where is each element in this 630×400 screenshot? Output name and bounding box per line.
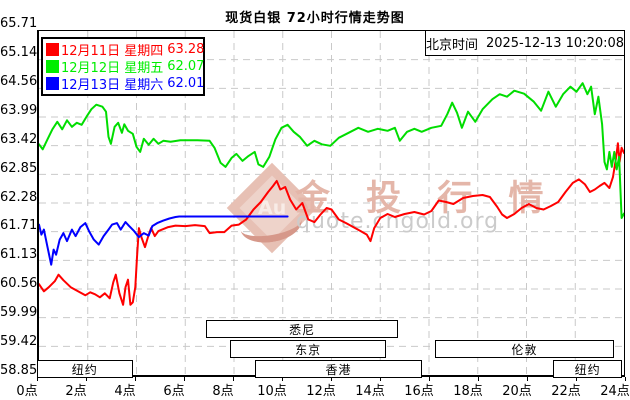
y-axis-label: 60.56 [0, 276, 38, 292]
legend-label: 12月11日 星期四 [61, 44, 164, 59]
legend-value: 63.28 [167, 42, 205, 57]
x-axis-label: 20点 [502, 384, 532, 399]
legend-swatch [46, 77, 59, 90]
y-axis-label: 62.85 [0, 160, 38, 176]
x-axis-label: 16点 [404, 384, 434, 399]
x-axis-label: 24点 [600, 384, 630, 399]
y-axis-label: 59.99 [0, 305, 38, 321]
cngold-logo-watermark: Au [224, 162, 320, 254]
legend-value: 62.01 [167, 76, 205, 91]
y-axis-label: 64.56 [0, 73, 38, 89]
x-axis-tick [527, 377, 528, 381]
beijing-time-box: 北京时间 2025-12-13 10:20:08 [425, 31, 624, 56]
y-axis-label: 63.42 [0, 131, 38, 147]
x-axis-tick [135, 377, 136, 381]
y-axis-label: 65.14 [0, 44, 38, 60]
price-lines [39, 82, 624, 306]
x-axis-label: 8点 [212, 384, 234, 399]
beijing-time-label: 北京时间 [425, 37, 478, 53]
x-axis-label: 2点 [65, 384, 87, 399]
x-axis-tick [86, 377, 87, 381]
x-axis-label: 22点 [551, 384, 581, 399]
legend-label: 12月12日 星期五 [61, 61, 164, 76]
chart-title: 现货白银 72小时行情走势图 [225, 11, 405, 26]
session-box-hongkong: 香港 [254, 360, 423, 378]
x-axis-tick [478, 377, 479, 381]
x-axis-label: 18点 [453, 384, 483, 399]
series-line-1 [39, 82, 624, 219]
x-axis-label: 6点 [163, 384, 185, 399]
x-axis-tick [331, 377, 332, 381]
y-axis-label: 63.99 [0, 102, 38, 118]
x-axis-tick [282, 377, 283, 381]
series-line-2 [39, 215, 289, 266]
y-axis-label: 61.71 [0, 218, 38, 234]
x-axis-tick [37, 377, 38, 381]
y-axis-label: 62.28 [0, 189, 38, 205]
au-logo-text: Au [258, 197, 287, 219]
legend-label: 12月13日 星期六 [61, 78, 164, 93]
legend-swatch [46, 43, 59, 56]
legend-row-1: 12月12日 星期五 62.07 [46, 58, 205, 76]
x-axis-label: 0点 [16, 384, 38, 399]
y-axis-label: 59.42 [0, 334, 38, 350]
legend-box: 12月11日 星期四 63.28 12月12日 星期五 62.07 12月13日 星期六… [41, 37, 205, 96]
plot-area: Au 金 投 行 情 quote.cngold.org [37, 30, 625, 377]
y-axis-label: 61.13 [0, 247, 38, 263]
session-box-london: 伦敦 [435, 340, 614, 358]
legend-row-2: 12月13日 星期六 62.01 [46, 75, 205, 93]
x-axis-tick [576, 377, 577, 381]
y-axis-label: 65.71 [0, 16, 38, 31]
watermark-url-text: quote.cngold.org [296, 209, 500, 234]
legend-swatch [46, 60, 59, 73]
x-axis-tick [380, 377, 381, 381]
x-axis-tick [429, 377, 430, 381]
session-box-newyork-right: 纽约 [553, 360, 622, 378]
legend-row-0: 12月11日 星期四 63.28 [46, 41, 205, 59]
x-axis-label: 10点 [257, 384, 287, 399]
series-line-0 [39, 142, 624, 306]
legend-value: 62.07 [167, 59, 205, 74]
x-axis-tick [625, 377, 626, 381]
session-box-newyork-left: 纽约 [37, 360, 133, 378]
x-axis-label: 14点 [355, 384, 385, 399]
x-axis-tick [233, 377, 234, 381]
beijing-time-value: 2025-12-13 10:20:08 [485, 35, 625, 51]
x-axis-tick [184, 377, 185, 381]
y-axis-label: 58.85 [0, 363, 38, 378]
x-axis-label: 12点 [306, 384, 336, 399]
session-box-tokyo: 东京 [230, 340, 387, 358]
x-axis-label: 4点 [114, 384, 136, 399]
session-box-sydney: 悉尼 [206, 320, 399, 338]
